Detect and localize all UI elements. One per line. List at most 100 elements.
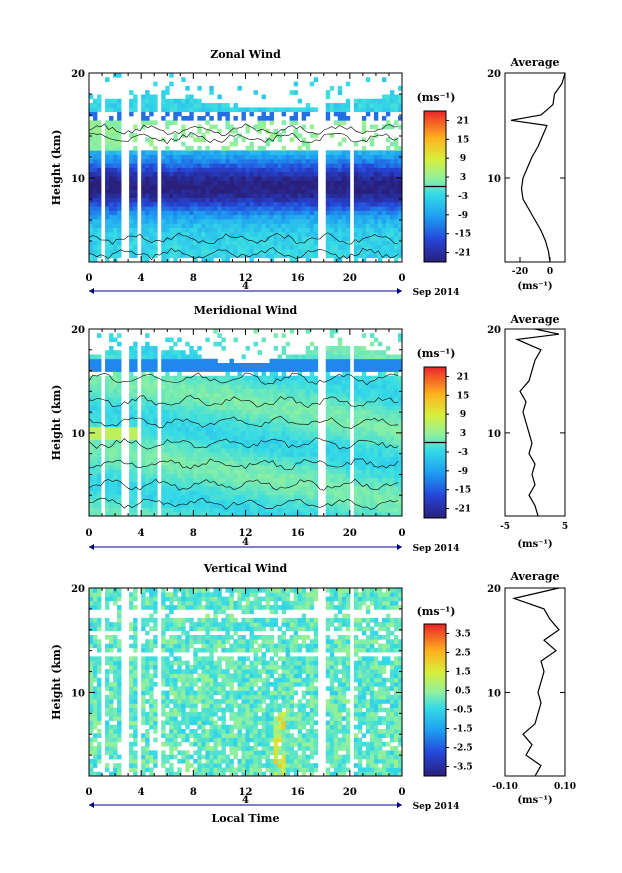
- heatmap-cell: [249, 227, 254, 233]
- heatmap-cell: [189, 494, 194, 500]
- heatmap-cell: [153, 414, 158, 419]
- heatmap-cell: [109, 435, 114, 440]
- heatmap-cell: [325, 482, 331, 487]
- heatmap-cell: [189, 460, 194, 466]
- heatmap-cell: [217, 244, 222, 250]
- heatmap-cell: [285, 405, 291, 411]
- heatmap-cell: [141, 486, 146, 491]
- heatmap-cell: [177, 397, 182, 402]
- heatmap-cell: [373, 503, 379, 508]
- heatmap-cell: [117, 443, 122, 449]
- heatmap-cell: [301, 115, 307, 121]
- heatmap-cell: [117, 499, 122, 504]
- heatmap-cell: [209, 90, 214, 95]
- heatmap-cell: [277, 397, 283, 402]
- heatmap-cell: [333, 490, 339, 496]
- heatmap-cell: [97, 167, 102, 173]
- heatmap-cell: [225, 214, 230, 220]
- heatmap-cell: [177, 154, 182, 160]
- heatmap-cell: [177, 384, 182, 389]
- heatmap-cell: [357, 405, 363, 411]
- heatmap-cell: [345, 253, 351, 259]
- heatmap-cell: [245, 188, 250, 194]
- heatmap-cell: [109, 120, 114, 125]
- heatmap-cell: [193, 477, 198, 483]
- heatmap-cell: [113, 414, 118, 419]
- heatmap-cell: [369, 375, 375, 381]
- heatmap-cell: [305, 150, 311, 156]
- heatmap-cell: [237, 477, 242, 483]
- heatmap-cell: [177, 350, 182, 355]
- heatmap-cell: [153, 163, 158, 168]
- heatmap-cell: [213, 214, 218, 220]
- heatmap-cell: [229, 435, 234, 440]
- heatmap-cell: [357, 244, 363, 250]
- heatmap-cell: [145, 392, 150, 398]
- heatmap-cell: [197, 236, 202, 241]
- heatmap-cell: [117, 154, 122, 160]
- heatmap-cell: [297, 219, 303, 224]
- heatmap-cell: [293, 358, 299, 364]
- heatmap-cell: [129, 188, 134, 194]
- heatmap-cell: [265, 388, 270, 394]
- heatmap-cell: [249, 171, 254, 177]
- heatmap-cell: [213, 452, 218, 457]
- heatmap-cell: [341, 363, 347, 368]
- heatmap-cell: [145, 405, 150, 411]
- heatmap-cell: [201, 418, 206, 423]
- heatmap-cell: [109, 401, 114, 406]
- heatmap-cell: [373, 431, 379, 436]
- heatmap-cell: [253, 422, 258, 428]
- heatmap-cell: [97, 133, 102, 138]
- heatmap-cell: [117, 477, 122, 483]
- heatmap-cell: [109, 176, 114, 181]
- heatmap-cell: [97, 477, 102, 483]
- heatmap-cell: [221, 482, 226, 487]
- heatmap-cell: [173, 503, 178, 508]
- heatmap-cell: [361, 486, 367, 491]
- heatmap-cell: [313, 210, 319, 216]
- heatmap-cell: [105, 257, 110, 263]
- heatmap-cell: [105, 414, 110, 419]
- heatmap-cell: [221, 503, 226, 508]
- heatmap-cell: [89, 107, 94, 113]
- heatmap-cell: [221, 507, 226, 513]
- heatmap-cell: [97, 154, 102, 160]
- heatmap-cell: [389, 244, 395, 250]
- heatmap-cell: [225, 422, 230, 428]
- heatmap-cell: [337, 115, 343, 121]
- heatmap-cell: [285, 397, 291, 402]
- heatmap-cell: [389, 240, 395, 246]
- heatmap-cell: [133, 354, 138, 360]
- heatmap-cell: [173, 443, 178, 449]
- heatmap-cell: [217, 236, 222, 241]
- heatmap-cell: [209, 490, 214, 496]
- heatmap-cell: [289, 214, 295, 220]
- heatmap-cell: [393, 244, 399, 250]
- heatmap-cell: [181, 214, 186, 220]
- heatmap-cell: [357, 494, 363, 500]
- heatmap-cell: [133, 133, 138, 138]
- heatmap-cell: [113, 375, 118, 381]
- heatmap-cell: [161, 358, 166, 364]
- heatmap-cell: [309, 354, 315, 360]
- heatmap-cell: [381, 249, 387, 254]
- heatmap-cell: [105, 367, 110, 372]
- heatmap-cell: [165, 249, 170, 254]
- heatmap-cell: [193, 103, 198, 108]
- heatmap-cell: [193, 375, 198, 381]
- heatmap-cell: [153, 249, 158, 254]
- heatmap-cell: [185, 443, 190, 449]
- heatmap-cell: [261, 375, 266, 381]
- heatmap-cell: [345, 350, 351, 355]
- heatmap-cell: [133, 150, 138, 156]
- heatmap-cell: [141, 94, 146, 100]
- heatmap-cell: [373, 223, 379, 229]
- heatmap-cell: [173, 511, 178, 517]
- heatmap-cell: [361, 405, 367, 411]
- heatmap-cell: [365, 107, 371, 113]
- heatmap-cell: [209, 397, 214, 402]
- heatmap-cell: [285, 465, 291, 470]
- heatmap-cell: [385, 431, 391, 436]
- heatmap-cell: [309, 482, 315, 487]
